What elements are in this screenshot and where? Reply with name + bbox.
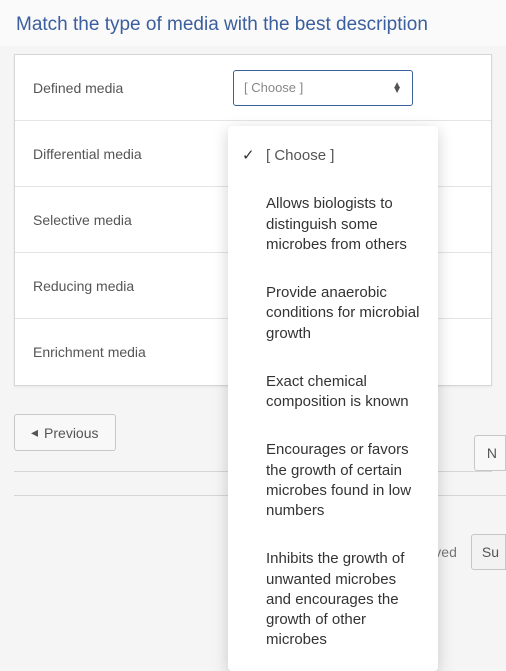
submit-button[interactable]: Su <box>471 534 506 570</box>
dropdown-menu: [ Choose ]Allows biologists to distingui… <box>228 126 438 671</box>
chevron-left-icon: ◂ <box>31 424 38 441</box>
dropdown-option[interactable]: Allows biologists to distinguish some mi… <box>228 180 438 269</box>
row-label-enrichment: Enrichment media <box>33 344 233 360</box>
row-label-differential: Differential media <box>33 146 233 162</box>
select-placeholder: [ Choose ] <box>244 80 303 95</box>
row-label-reducing: Reducing media <box>33 278 233 294</box>
row-label-defined: Defined media <box>33 80 233 96</box>
select-defined[interactable]: [ Choose ] ▲▼ <box>233 70 413 106</box>
footer-area: aved Su <box>427 534 506 570</box>
next-button[interactable]: N <box>474 435 506 471</box>
dropdown-option[interactable]: Provide anaerobic conditions for microbi… <box>228 269 438 358</box>
dropdown-option[interactable]: Exact chemical composition is known <box>228 358 438 427</box>
previous-button[interactable]: ◂ Previous <box>14 414 116 451</box>
question-title: Match the type of media with the best de… <box>0 0 506 46</box>
dropdown-option[interactable]: [ Choose ] <box>228 132 438 180</box>
dropdown-option[interactable]: Encourages or favors the growth of certa… <box>228 426 438 535</box>
dropdown-option[interactable]: Inhibits the growth of unwanted microbes… <box>228 535 438 664</box>
row-label-selective: Selective media <box>33 212 233 228</box>
match-row: Defined media [ Choose ] ▲▼ <box>15 55 491 121</box>
previous-label: Previous <box>44 425 98 441</box>
chevron-updown-icon: ▲▼ <box>392 83 402 93</box>
